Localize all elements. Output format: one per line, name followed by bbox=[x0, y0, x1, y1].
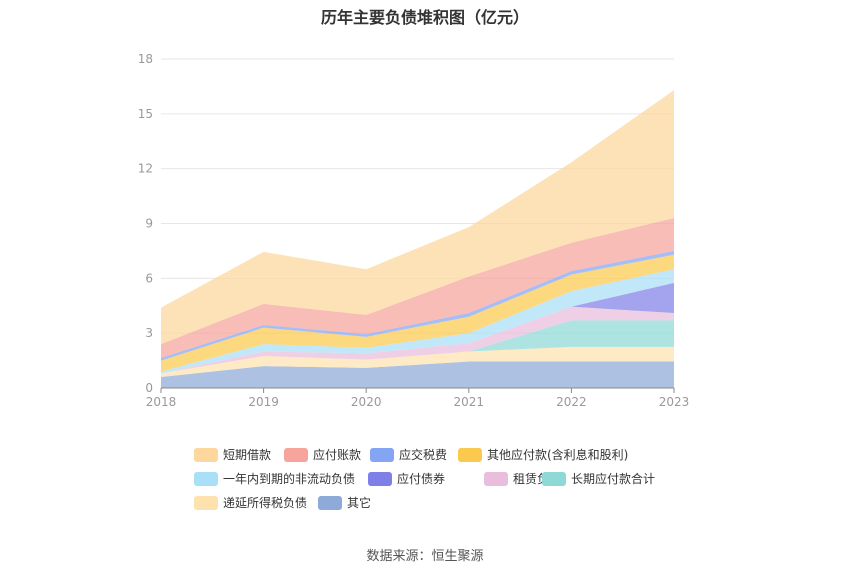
legend-swatch bbox=[194, 447, 218, 462]
legend-item[interactable]: 其它 bbox=[318, 494, 371, 511]
legend-item[interactable]: 递延所得税负债 bbox=[194, 494, 307, 511]
area-series-6 bbox=[161, 269, 674, 374]
y-tick-label: 12 bbox=[138, 162, 153, 176]
legend-swatch bbox=[318, 495, 342, 510]
area-series bbox=[161, 90, 674, 388]
axes: 0 3 6 9 12 15 18 2018 2019 2020 2021 2022 2023 bbox=[138, 52, 690, 409]
source-label: 数据来源： bbox=[366, 549, 432, 564]
legend-label: 其它 bbox=[347, 496, 372, 510]
legend-swatch bbox=[368, 471, 392, 486]
area-series-1 bbox=[161, 361, 674, 388]
legend-label: 应付债券 bbox=[397, 472, 446, 486]
legend-label: 长期应付款合计 bbox=[571, 472, 656, 486]
area-series-2 bbox=[161, 346, 674, 378]
legend-swatch bbox=[194, 495, 218, 510]
legend-label: 应交税费 bbox=[399, 448, 448, 462]
x-tick-label: 2023 bbox=[659, 395, 690, 409]
x-tick-label: 2021 bbox=[454, 395, 485, 409]
legend-label: 一年内到期的非流动负债 bbox=[223, 472, 356, 486]
area-series-7 bbox=[161, 254, 674, 372]
legend-item[interactable]: 一年内到期的非流动负债 bbox=[194, 470, 355, 487]
legend-swatch bbox=[284, 447, 308, 462]
y-tick-label: 15 bbox=[138, 107, 153, 121]
area-series-10 bbox=[161, 90, 674, 345]
area-series-9 bbox=[161, 218, 674, 358]
area-series-4 bbox=[161, 306, 674, 374]
x-tick-label: 2019 bbox=[248, 395, 279, 409]
legend-label: 应付账款 bbox=[313, 448, 362, 462]
legend-swatch bbox=[484, 471, 508, 486]
x-tick-label: 2022 bbox=[556, 395, 587, 409]
legend-label: 短期借款 bbox=[223, 448, 272, 462]
legend-swatch bbox=[458, 447, 482, 462]
legend-item[interactable]: 应付账款 bbox=[284, 446, 361, 463]
x-tick-label: 2018 bbox=[146, 395, 177, 409]
y-tick-label: 3 bbox=[145, 326, 153, 340]
chart-title: 历年主要负债堆积图（亿元） bbox=[320, 8, 529, 27]
legend-item[interactable]: 应付债券 bbox=[368, 470, 445, 487]
legend-label: 其他应付款(含利息和股利) bbox=[487, 448, 629, 462]
source-name: 恒生聚源 bbox=[431, 549, 484, 564]
legend-swatch bbox=[542, 471, 566, 486]
legend-item[interactable]: 其他应付款(含利息和股利) bbox=[458, 446, 628, 463]
legend-swatch bbox=[370, 447, 394, 462]
legend-label: 递延所得税负债 bbox=[223, 496, 308, 510]
legend-item[interactable]: 应交税费 bbox=[370, 446, 447, 463]
source-note: 数据来源：恒生聚源 bbox=[0, 545, 850, 564]
y-tick-label: 18 bbox=[138, 52, 153, 66]
legend-swatch bbox=[194, 471, 218, 486]
legend-item[interactable]: 短期借款 bbox=[194, 446, 271, 463]
legend-item[interactable]: 长期应付款合计 bbox=[542, 470, 655, 487]
area-series-3 bbox=[161, 320, 674, 374]
x-tick-label: 2020 bbox=[351, 395, 382, 409]
y-tick-label: 9 bbox=[145, 217, 153, 231]
area-series-8 bbox=[161, 250, 674, 361]
y-tick-label: 0 bbox=[145, 381, 153, 395]
y-tick-label: 6 bbox=[145, 271, 153, 285]
